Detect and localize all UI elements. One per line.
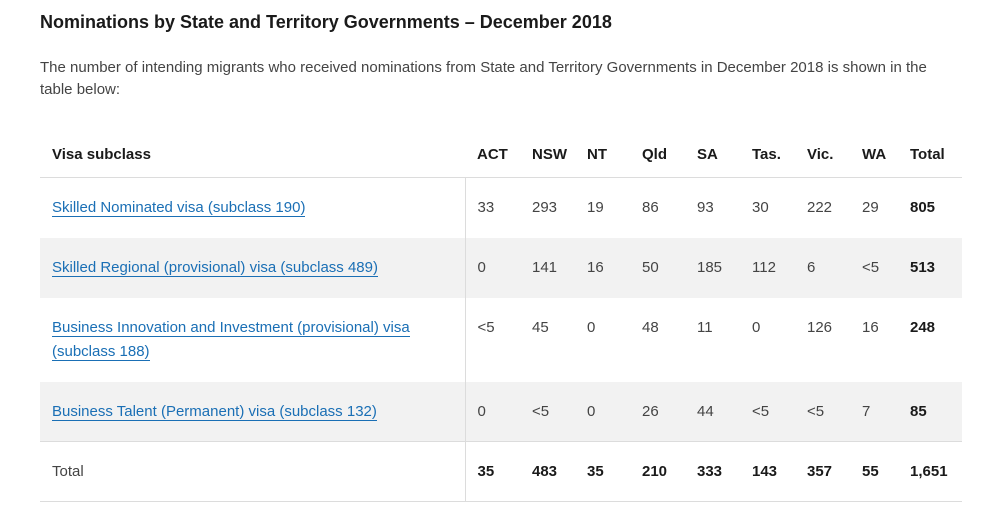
cell-qld: 26 — [630, 381, 685, 442]
cell-nsw: <5 — [520, 381, 575, 442]
cell-vic: 6 — [795, 237, 850, 298]
cell-nsw: 45 — [532, 318, 549, 336]
cell-sa: 11 — [697, 318, 713, 336]
cell-tas: 112 — [740, 237, 795, 298]
table-row: Business Innovation and Investment (prov… — [40, 297, 962, 382]
nominations-table: Visa subclass ACT NSW NT Qld SA Tas. Vic… — [40, 131, 962, 502]
cell-tas: <5 — [740, 381, 795, 442]
table-total-row: Total 35 483 35 210 333 143 357 55 1,651 — [40, 441, 962, 502]
table-row: Skilled Nominated visa (subclass 190) 33… — [40, 177, 962, 238]
visa-cell: Skilled Nominated visa (subclass 190) — [40, 178, 465, 238]
cell-vic: <5 — [795, 381, 850, 442]
cell-nsw: 141 — [520, 237, 575, 298]
table-header-row: Visa subclass ACT NSW NT Qld SA Tas. Vic… — [40, 131, 962, 178]
page: Nominations by State and Territory Gover… — [40, 12, 962, 502]
table-row: Skilled Regional (provisional) visa (sub… — [40, 237, 962, 298]
cell-tas: 0 — [752, 318, 761, 336]
total-tas: 143 — [740, 441, 795, 502]
visa-link-132[interactable]: Business Talent (Permanent) visa (subcla… — [52, 402, 377, 421]
total-grand: 1,651 — [898, 441, 962, 502]
cell-nt: 0 — [587, 318, 596, 336]
cell-wa: 29 — [862, 199, 879, 216]
cell-sa: 185 — [685, 237, 740, 298]
visa-link-190[interactable]: Skilled Nominated visa (subclass 190) — [52, 199, 306, 217]
total-act: 35 — [464, 441, 520, 502]
total-nt: 35 — [575, 441, 630, 502]
total-vic: 357 — [795, 441, 850, 502]
page-title: Nominations by State and Territory Gover… — [40, 12, 612, 32]
header-nt: NT — [575, 131, 630, 178]
cell-total: 248 — [910, 318, 936, 336]
visa-cell: Business Talent (Permanent) visa (subcla… — [40, 381, 465, 442]
cell-total: 85 — [898, 381, 962, 442]
total-nsw: 483 — [520, 441, 575, 502]
cell-qld: 48 — [642, 318, 659, 336]
visa-cell: Business Innovation and Investment (prov… — [40, 298, 465, 382]
total-qld: 210 — [630, 441, 685, 502]
cell-vic: 126 — [807, 318, 833, 336]
header-visa-subclass: Visa subclass — [40, 131, 465, 178]
cell-wa: <5 — [850, 237, 898, 298]
header-total: Total — [898, 131, 962, 178]
cell-wa: 7 — [850, 381, 898, 442]
visa-cell: Skilled Regional (provisional) visa (sub… — [40, 237, 465, 298]
total-sa: 333 — [685, 441, 740, 502]
cell-qld: 50 — [630, 237, 685, 298]
header-qld: Qld — [630, 131, 685, 178]
header-sa: SA — [685, 131, 740, 178]
cell-nt: 16 — [575, 237, 630, 298]
cell-total: 805 — [910, 199, 936, 216]
cell-act: 0 — [464, 381, 520, 442]
intro-text: The number of intending migrants who rec… — [40, 59, 927, 98]
cell-sa: 93 — [697, 199, 714, 216]
cell-nt: 19 — [587, 199, 604, 216]
cell-nsw: 293 — [532, 199, 558, 216]
cell-sa: 44 — [685, 381, 740, 442]
cell-wa: 16 — [862, 318, 879, 336]
cell-qld: 86 — [642, 199, 659, 216]
header-tas: Tas. — [740, 131, 795, 178]
total-label: Total — [40, 441, 465, 502]
header-nsw: NSW — [520, 131, 575, 178]
cell-act: 33 — [464, 177, 520, 238]
visa-link-188[interactable]: Business Innovation and Investment (prov… — [52, 318, 410, 361]
cell-nt: 0 — [575, 381, 630, 442]
cell-act: <5 — [464, 297, 520, 382]
header-act: ACT — [465, 131, 520, 178]
cell-total: 513 — [898, 237, 962, 298]
cell-act: 0 — [464, 237, 520, 298]
cell-vic: 222 — [807, 199, 833, 216]
header-vic: Vic. — [795, 131, 850, 178]
total-wa: 55 — [850, 441, 898, 502]
table-row: Business Talent (Permanent) visa (subcla… — [40, 381, 962, 442]
header-wa: WA — [850, 131, 898, 178]
cell-tas: 30 — [752, 199, 769, 216]
visa-link-489[interactable]: Skilled Regional (provisional) visa (sub… — [52, 258, 378, 277]
